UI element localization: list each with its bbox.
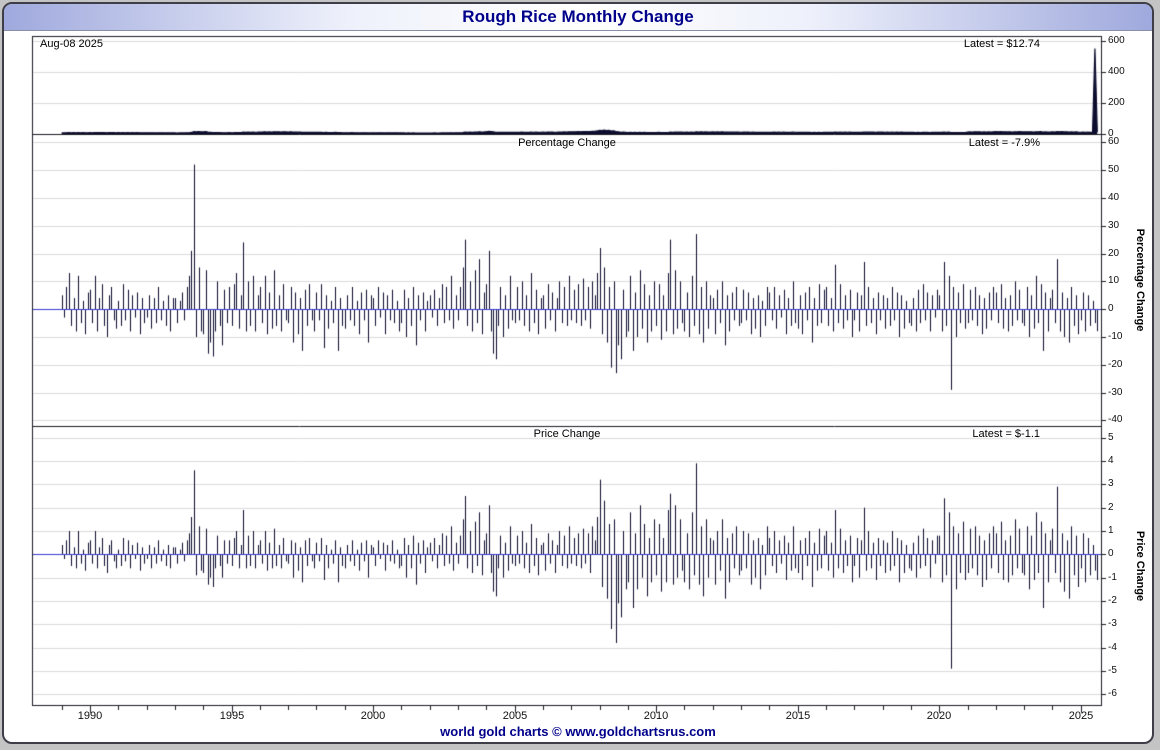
x-axis-tick-label: 2010 <box>643 710 669 722</box>
x-axis-tick-label: 2025 <box>1068 710 1094 722</box>
price-latest-label: Latest = $12.74 <box>963 38 1040 50</box>
y-axis-tick-label: 3 <box>1108 478 1114 489</box>
y-axis-tick-label: 20 <box>1108 248 1120 259</box>
y-axis-tick-label: 10 <box>1108 275 1120 286</box>
y-axis-tick-label: 2 <box>1108 502 1114 513</box>
y-axis-tick-label: 30 <box>1108 220 1120 231</box>
price-change-panel-title: Price Change <box>533 428 601 440</box>
y-axis-tick-label: 0 <box>1108 548 1114 559</box>
y-axis-tick-label: 1 <box>1108 525 1114 536</box>
y-axis-tick-label: 60 <box>1108 136 1120 147</box>
y-axis-tick-label: -10 <box>1108 331 1123 342</box>
y-axis-tick-label: -40 <box>1108 414 1123 425</box>
price-change-axis-label: Price Change <box>1134 530 1146 602</box>
y-axis-tick-label: 4 <box>1108 455 1114 466</box>
price-change-latest-label: Latest = $-1.1 <box>972 428 1040 440</box>
y-axis-tick-label: -30 <box>1108 387 1123 398</box>
footer-credit: world gold charts © www.goldchartsrus.co… <box>440 724 716 739</box>
y-axis-tick-label: -1 <box>1108 572 1117 583</box>
x-axis-tick-label: 2005 <box>502 710 528 722</box>
y-axis-tick-label: 0 <box>1108 303 1114 314</box>
y-axis-tick-label: 200 <box>1108 97 1125 108</box>
y-axis-tick-label: 40 <box>1108 192 1120 203</box>
y-axis-tick-label: 0 <box>1108 128 1114 139</box>
y-axis-tick-label: -2 <box>1108 595 1117 606</box>
x-axis-tick-label: 1990 <box>77 710 103 722</box>
chart-canvas <box>4 4 1152 742</box>
y-axis-tick-label: -3 <box>1108 618 1117 629</box>
y-axis-tick-label: 5 <box>1108 432 1114 443</box>
y-axis-tick-label: -4 <box>1108 642 1117 653</box>
y-axis-tick-label: -6 <box>1108 688 1117 699</box>
x-axis-tick-label: 2020 <box>926 710 952 722</box>
percentage-change-panel-title: Percentage Change <box>518 137 616 149</box>
percentage-change-axis-label: Percentage Change <box>1134 228 1146 332</box>
y-axis-tick-label: -5 <box>1108 665 1117 676</box>
x-axis-tick-label: 2000 <box>360 710 386 722</box>
x-axis-tick-label: 2015 <box>785 710 811 722</box>
x-axis-tick-label: 1995 <box>219 710 245 722</box>
y-axis-tick-label: 50 <box>1108 164 1120 175</box>
percentage-latest-label: Latest = -7.9% <box>968 137 1040 149</box>
y-axis-tick-label: 600 <box>1108 35 1125 46</box>
y-axis-tick-label: -20 <box>1108 359 1123 370</box>
y-axis-tick-label: 400 <box>1108 66 1125 77</box>
date-label: Aug-08 2025 <box>40 38 103 50</box>
